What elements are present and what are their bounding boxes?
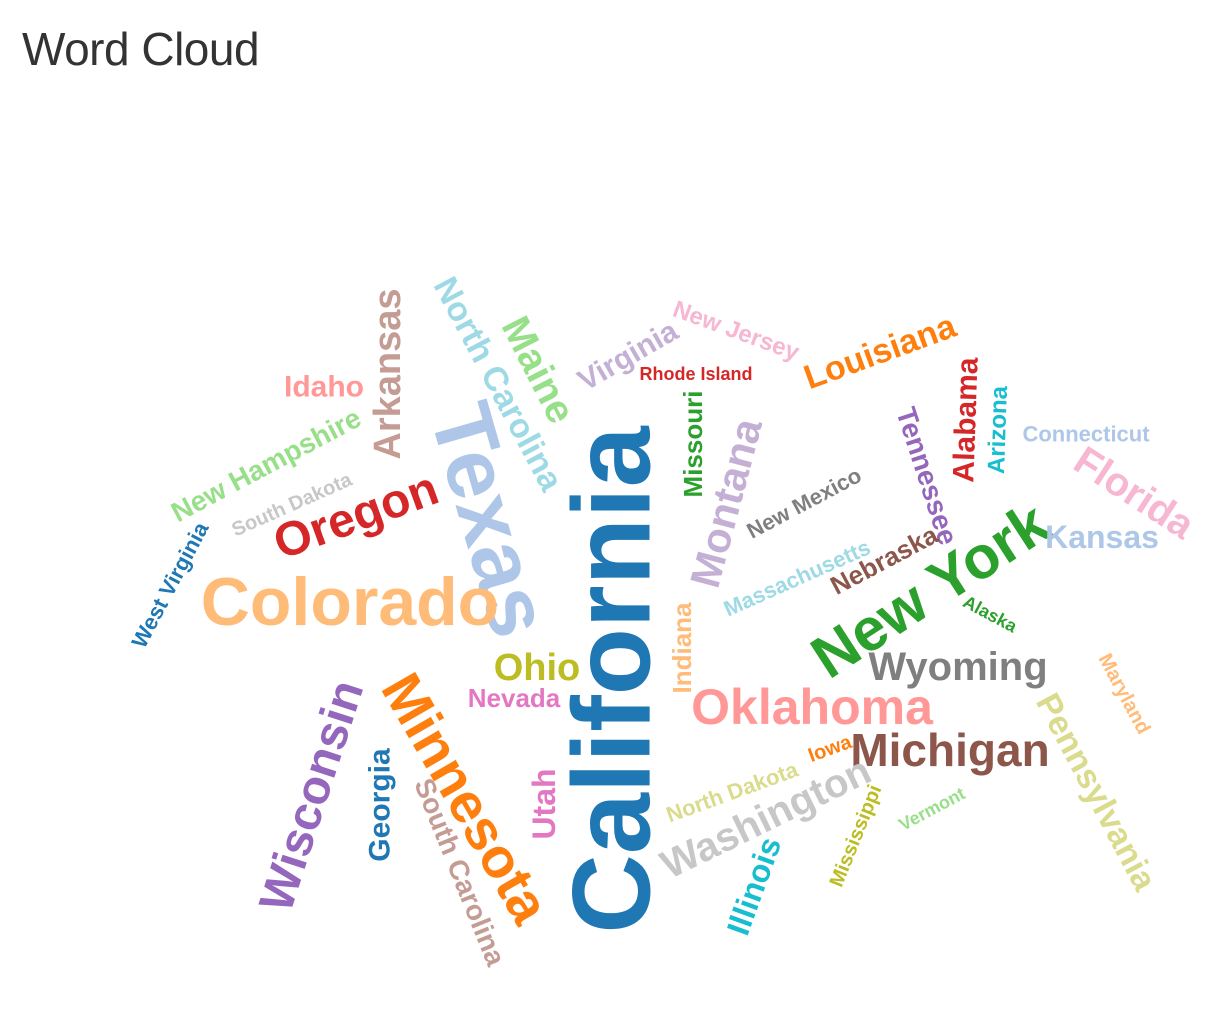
word-connecticut: Connecticut (1022, 422, 1150, 447)
word-virginia: Virginia (572, 314, 684, 397)
word-indiana: Indiana (667, 602, 697, 694)
word-rhode-island: Rhode Island (639, 364, 752, 384)
word-new-jersey: New Jersey (669, 296, 803, 367)
word-missouri: Missouri (678, 391, 708, 498)
word-california: California (551, 426, 674, 934)
word-colorado: Colorado (201, 564, 499, 640)
word-wyoming: Wyoming (868, 645, 1047, 689)
word-oklahoma: Oklahoma (691, 679, 934, 735)
word-idaho: Idaho (284, 371, 364, 404)
word-new-mexico: New Mexico (743, 462, 866, 543)
page-title: Word Cloud (22, 23, 260, 75)
word-maryland: Maryland (1094, 650, 1155, 738)
word-utah: Utah (526, 768, 562, 839)
word-ohio: Ohio (494, 647, 581, 689)
word-alabama: Alabama (947, 357, 984, 483)
word-louisiana: Louisiana (799, 307, 962, 397)
word-nevada: Nevada (468, 683, 561, 713)
word-vermont: Vermont (896, 783, 969, 834)
word-arizona: Arizona (983, 385, 1013, 475)
word-arkansas: Arkansas (367, 288, 409, 459)
word-georgia: Georgia (364, 748, 397, 862)
word-kansas: Kansas (1045, 519, 1159, 555)
word-michigan: Michigan (850, 724, 1049, 776)
word-alaska: Alaska (960, 592, 1022, 637)
word-wisconsin: Wisconsin (250, 674, 374, 918)
